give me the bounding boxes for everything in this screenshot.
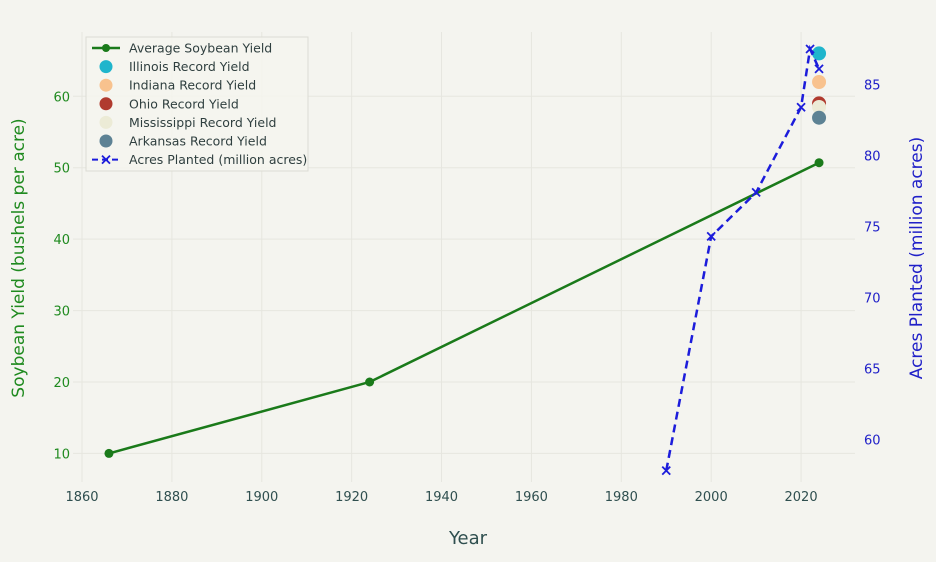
legend-marker-icon — [101, 154, 111, 165]
x-tick-label: 1940 — [425, 490, 458, 505]
y-axis-left-title: Soybean Yield (bushels per acre) — [9, 118, 29, 397]
series-0 — [104, 158, 824, 458]
x-tick-label: 1960 — [515, 490, 548, 505]
data-point-x — [805, 44, 815, 54]
y-right-tick-label: 80 — [864, 150, 881, 165]
legend-item: Ohio Record Yield — [99, 96, 239, 111]
legend-label: Mississippi Record Yield — [129, 115, 277, 130]
y-right-tick-label: 65 — [864, 362, 881, 377]
x-tick-label: 1880 — [155, 490, 188, 505]
legend-item: Acres Planted (million acres) — [92, 152, 307, 167]
legend-item: Average Soybean Yield — [92, 41, 272, 56]
y-left-tick-label: 30 — [53, 305, 70, 320]
y-right-tick-label: 60 — [864, 433, 881, 448]
x-tick-label: 1980 — [605, 490, 638, 505]
legend-marker-icon — [99, 115, 113, 129]
y-left-tick-label: 20 — [53, 376, 70, 391]
y-left-tick-label: 40 — [53, 233, 70, 248]
legend-marker-icon — [102, 44, 110, 52]
legend-marker-icon — [99, 60, 113, 74]
y-right-tick-label: 70 — [864, 291, 881, 306]
data-point-x — [751, 187, 761, 198]
series-4 — [812, 100, 827, 114]
legend-item: Indiana Record Yield — [99, 78, 256, 93]
series-layer — [104, 44, 827, 476]
data-point — [812, 100, 827, 114]
data-point — [812, 110, 827, 125]
data-point — [104, 448, 114, 458]
legend-marker-icon — [99, 134, 113, 148]
data-point-x — [661, 466, 671, 476]
series-line — [665, 44, 821, 471]
legend-marker-icon — [99, 97, 113, 111]
y-left-tick-label: 50 — [53, 162, 70, 177]
legend-label: Average Soybean Yield — [129, 41, 272, 56]
legend: Average Soybean Yield Illinois Record Yie… — [85, 36, 309, 172]
series-5 — [812, 110, 827, 125]
legend-label: Illinois Record Yield — [129, 59, 250, 74]
legend-label: Ohio Record Yield — [129, 96, 239, 111]
legend-item: Arkansas Record Yield — [99, 134, 267, 149]
legend-marker-icon — [99, 78, 113, 92]
data-point — [812, 46, 827, 61]
x-axis-title: Year — [448, 528, 488, 549]
x-tick-label: 2000 — [695, 490, 728, 505]
series-1 — [812, 46, 827, 61]
y-right-tick-label: 75 — [864, 220, 881, 235]
data-point — [814, 158, 824, 168]
y-right-tick-label: 85 — [864, 79, 881, 94]
series-2 — [812, 75, 827, 89]
x-tick-label: 2020 — [785, 490, 818, 505]
x-tick-label: 1860 — [65, 490, 98, 505]
data-point-x — [796, 102, 806, 112]
y-left-tick-label: 60 — [53, 90, 70, 105]
data-point-x — [814, 64, 824, 74]
legend-label: Acres Planted (million acres) — [129, 152, 307, 167]
y-left-tick-label: 10 — [53, 447, 70, 462]
legend-label: Arkansas Record Yield — [129, 134, 267, 149]
x-tick-label: 1920 — [335, 490, 368, 505]
axis-layer: 1860 1880 1900 1920 1940 1960 1980 2000 2020 10 20… — [53, 79, 880, 505]
legend-item: Mississippi Record Yield — [99, 115, 277, 130]
legend-box — [85, 36, 309, 172]
data-point-x — [706, 231, 716, 242]
data-point — [812, 75, 827, 89]
data-point — [365, 377, 375, 387]
series-6 — [661, 44, 824, 476]
x-tick-label: 1900 — [245, 490, 278, 505]
legend-item: Illinois Record Yield — [99, 59, 250, 74]
legend-label: Indiana Record Yield — [129, 78, 256, 93]
y-axis-right-title: Acres Planted (million acres) — [907, 137, 927, 380]
